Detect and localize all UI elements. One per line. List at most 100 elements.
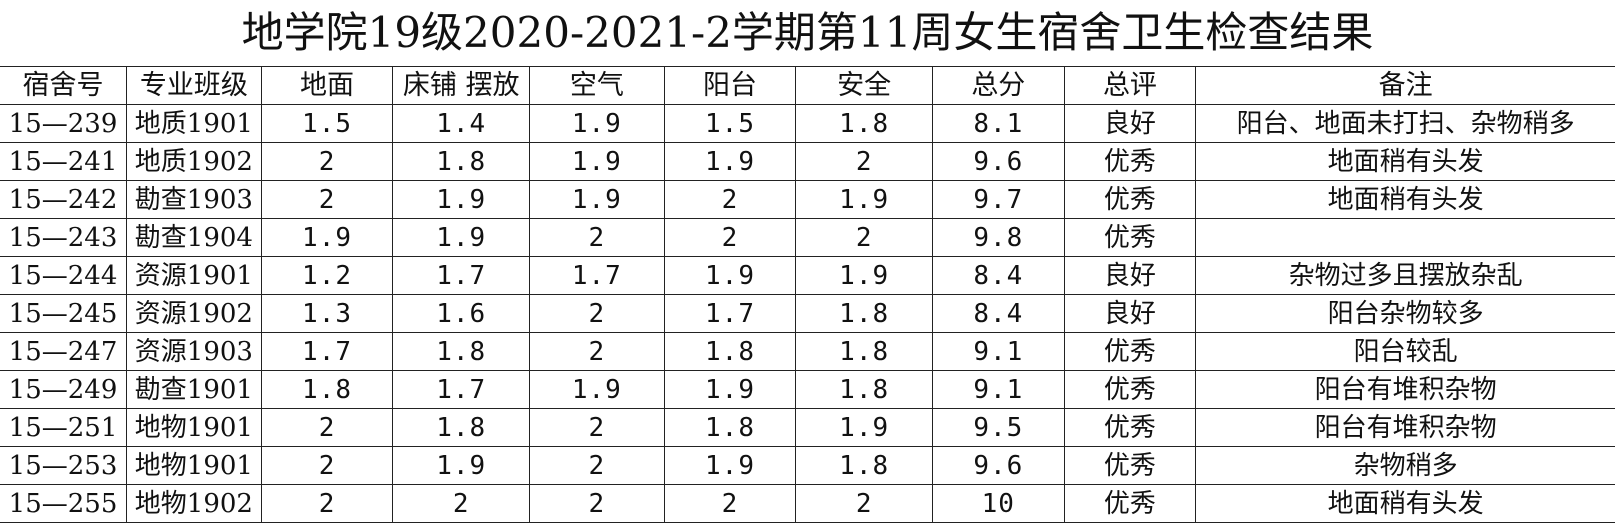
cell-grade[interactable]: 优秀 — [1063, 142, 1197, 181]
cell-grade[interactable]: 优秀 — [1063, 446, 1197, 485]
header-air[interactable]: 空气 — [529, 66, 665, 105]
cell-grade[interactable]: 优秀 — [1063, 180, 1197, 219]
cell-balcony[interactable]: 1.7 — [663, 294, 797, 333]
cell-grade[interactable]: 优秀 — [1063, 218, 1197, 257]
header-grade[interactable]: 总评 — [1063, 66, 1197, 105]
cell-floor[interactable]: 1.9 — [260, 218, 394, 257]
cell-total[interactable]: 9.8 — [932, 218, 1065, 257]
cell-total[interactable]: 8.4 — [932, 294, 1065, 333]
cell-room[interactable]: 15—239 — [0, 104, 128, 143]
cell-total[interactable]: 8.4 — [932, 256, 1065, 295]
cell-air[interactable]: 2 — [529, 446, 665, 485]
cell-note[interactable]: 地面稍有头发 — [1195, 180, 1615, 219]
header-safety[interactable]: 安全 — [795, 66, 933, 105]
cell-room[interactable]: 15—249 — [0, 370, 128, 409]
cell-air[interactable]: 1.9 — [529, 142, 665, 181]
cell-floor[interactable]: 2 — [260, 446, 394, 485]
cell-floor[interactable]: 1.5 — [260, 104, 394, 143]
cell-room[interactable]: 15—253 — [0, 446, 128, 485]
header-class[interactable]: 专业班级 — [126, 66, 262, 105]
cell-room[interactable]: 15—245 — [0, 294, 128, 333]
cell-balcony[interactable]: 2 — [663, 484, 797, 523]
cell-safety[interactable]: 2 — [795, 484, 933, 523]
cell-class[interactable]: 资源1902 — [126, 294, 262, 333]
cell-room[interactable]: 15—247 — [0, 332, 128, 371]
cell-total[interactable]: 9.6 — [932, 142, 1065, 181]
cell-grade[interactable]: 良好 — [1063, 256, 1197, 295]
cell-note[interactable]: 地面稍有头发 — [1195, 142, 1615, 181]
header-note[interactable]: 备注 — [1195, 66, 1615, 105]
cell-room[interactable]: 15—244 — [0, 256, 128, 295]
cell-total[interactable]: 8.1 — [932, 104, 1065, 143]
cell-grade[interactable]: 优秀 — [1063, 332, 1197, 371]
cell-balcony[interactable]: 1.9 — [663, 142, 797, 181]
cell-bed[interactable]: 1.7 — [392, 256, 531, 295]
cell-class[interactable]: 勘查1903 — [126, 180, 262, 219]
cell-class[interactable]: 地物1902 — [126, 484, 262, 523]
cell-air[interactable]: 1.9 — [529, 104, 665, 143]
cell-class[interactable]: 勘查1904 — [126, 218, 262, 257]
cell-floor[interactable]: 2 — [260, 484, 394, 523]
cell-note[interactable]: 阳台杂物较多 — [1195, 294, 1615, 333]
cell-floor[interactable]: 2 — [260, 142, 394, 181]
cell-class[interactable]: 地质1902 — [126, 142, 262, 181]
cell-bed[interactable]: 1.8 — [392, 142, 531, 181]
cell-note[interactable]: 杂物过多且摆放杂乱 — [1195, 256, 1615, 295]
cell-room[interactable]: 15—251 — [0, 408, 128, 447]
cell-safety[interactable]: 1.8 — [795, 104, 933, 143]
cell-class[interactable]: 地物1901 — [126, 446, 262, 485]
cell-balcony[interactable]: 1.8 — [663, 332, 797, 371]
cell-bed[interactable]: 1.8 — [392, 408, 531, 447]
cell-total[interactable]: 9.1 — [932, 332, 1065, 371]
cell-safety[interactable]: 1.9 — [795, 256, 933, 295]
cell-safety[interactable]: 1.9 — [795, 180, 933, 219]
cell-bed[interactable]: 1.9 — [392, 218, 531, 257]
cell-bed[interactable]: 1.8 — [392, 332, 531, 371]
cell-class[interactable]: 地物1901 — [126, 408, 262, 447]
cell-safety[interactable]: 2 — [795, 142, 933, 181]
header-floor[interactable]: 地面 — [260, 66, 394, 105]
cell-floor[interactable]: 1.3 — [260, 294, 394, 333]
cell-balcony[interactable]: 2 — [663, 218, 797, 257]
cell-air[interactable]: 1.9 — [529, 370, 665, 409]
cell-note[interactable]: 杂物稍多 — [1195, 446, 1615, 485]
cell-grade[interactable]: 优秀 — [1063, 408, 1197, 447]
cell-air[interactable]: 2 — [529, 408, 665, 447]
cell-total[interactable]: 10 — [932, 484, 1065, 523]
cell-air[interactable]: 2 — [529, 332, 665, 371]
header-balcony[interactable]: 阳台 — [663, 66, 797, 105]
cell-grade[interactable]: 良好 — [1063, 294, 1197, 333]
cell-class[interactable]: 地质1901 — [126, 104, 262, 143]
cell-balcony[interactable]: 1.9 — [663, 256, 797, 295]
cell-total[interactable]: 9.1 — [932, 370, 1065, 409]
cell-total[interactable]: 9.5 — [932, 408, 1065, 447]
cell-floor[interactable]: 2 — [260, 180, 394, 219]
cell-grade[interactable]: 优秀 — [1063, 484, 1197, 523]
cell-safety[interactable]: 1.8 — [795, 446, 933, 485]
cell-room[interactable]: 15—241 — [0, 142, 128, 181]
cell-safety[interactable]: 2 — [795, 218, 933, 257]
cell-bed[interactable]: 1.9 — [392, 180, 531, 219]
cell-bed[interactable]: 1.4 — [392, 104, 531, 143]
cell-air[interactable]: 1.9 — [529, 180, 665, 219]
header-total[interactable]: 总分 — [932, 66, 1065, 105]
cell-note[interactable]: 阳台、地面未打扫、杂物稍多 — [1195, 104, 1615, 143]
cell-floor[interactable]: 1.2 — [260, 256, 394, 295]
cell-air[interactable]: 2 — [529, 484, 665, 523]
cell-balcony[interactable]: 1.5 — [663, 104, 797, 143]
cell-note[interactable]: 阳台有堆积杂物 — [1195, 408, 1615, 447]
cell-class[interactable]: 资源1901 — [126, 256, 262, 295]
cell-safety[interactable]: 1.8 — [795, 294, 933, 333]
cell-bed[interactable]: 1.7 — [392, 370, 531, 409]
cell-bed[interactable]: 2 — [392, 484, 531, 523]
cell-class[interactable]: 资源1903 — [126, 332, 262, 371]
cell-balcony[interactable]: 1.9 — [663, 446, 797, 485]
cell-floor[interactable]: 2 — [260, 408, 394, 447]
cell-air[interactable]: 1.7 — [529, 256, 665, 295]
cell-note[interactable] — [1195, 218, 1615, 257]
cell-bed[interactable]: 1.6 — [392, 294, 531, 333]
cell-note[interactable]: 地面稍有头发 — [1195, 484, 1615, 523]
cell-safety[interactable]: 1.8 — [795, 370, 933, 409]
cell-grade[interactable]: 良好 — [1063, 104, 1197, 143]
cell-note[interactable]: 阳台较乱 — [1195, 332, 1615, 371]
